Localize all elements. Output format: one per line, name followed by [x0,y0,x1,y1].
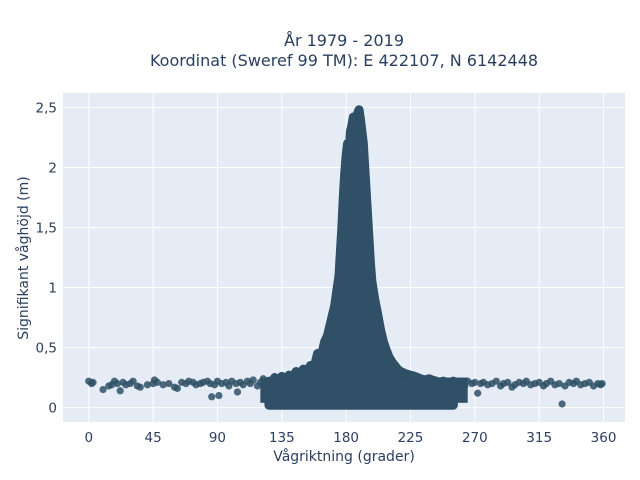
data-point [598,379,606,388]
data-point [309,367,317,376]
y-tick-label: 1,5 [36,220,57,236]
data-point [292,367,300,376]
data-point [129,377,137,385]
data-point [368,277,376,286]
data-point [233,388,242,396]
y-tick-label: 0,5 [36,341,57,357]
data-point [356,115,365,124]
x-tick-label: 225 [398,430,424,446]
data-point [345,151,353,160]
data-point [215,391,223,400]
data-point [471,378,479,386]
data-point [306,361,314,370]
data-point [321,337,329,346]
data-point [278,372,286,380]
data-point [276,397,284,406]
data-point [303,397,312,406]
y-tick-label: 2 [48,160,57,176]
data-point [371,295,379,304]
data-point [272,390,280,398]
data-point [328,313,336,322]
data-point [249,376,257,384]
data-point [558,400,566,408]
data-point [89,378,97,386]
data-point [343,139,352,148]
y-tick-label: 1 [48,281,57,297]
data-point [331,301,339,310]
data-point [555,379,563,388]
y-tick-label: 2,5 [36,100,57,116]
data-point [351,127,359,136]
x-axis-title: Vågriktning (grader) [273,448,415,465]
data-point [165,379,173,388]
data-point [358,127,366,136]
data-point [338,223,346,232]
data-point [288,376,296,384]
x-tick-label: 360 [591,430,617,446]
data-point [336,247,345,256]
data-point [302,370,310,378]
data-point [99,385,107,394]
data-point [268,381,276,389]
data-point [208,393,216,401]
data-point [281,379,289,388]
data-point [365,235,373,244]
data-point [325,395,333,403]
data-point [504,378,512,386]
y-axis-title: Signifikant våghöjd (m) [15,176,32,339]
y-tick-label: 0 [48,401,57,417]
data-point [363,211,372,220]
data-point [355,106,363,114]
data-point [492,377,500,385]
chart-title-line2: Koordinat (Sweref 99 TM): E 422107, N 61… [150,51,538,70]
data-point [316,355,325,364]
x-tick-label: 0 [84,430,93,446]
x-tick-label: 45 [144,430,161,446]
x-tick-label: 135 [269,430,295,446]
data-point [366,259,375,268]
data-point [318,397,326,406]
data-point [361,163,369,172]
data-point [295,373,303,382]
data-points [85,105,606,410]
chart-title-line1: År 1979 - 2019 [284,31,404,50]
x-tick-label: 270 [462,430,488,446]
data-point [374,310,382,318]
data-point [116,387,124,395]
x-tick-label: 180 [333,430,359,446]
data-point [382,346,390,354]
data-point [282,394,290,402]
data-point [311,396,319,404]
plot-area [63,93,625,422]
data-point [289,397,297,406]
data-point [379,337,387,346]
data-point [173,384,182,392]
x-tick-label: 90 [209,430,226,446]
data-point [341,169,349,178]
data-point [313,349,322,358]
data-point [362,187,370,196]
x-tick-label: 315 [526,430,552,446]
data-point [335,271,343,280]
data-point [113,379,121,388]
x-axis-ticks: 0 45 90 135 180 225 270 315 360 [84,430,616,446]
data-point [474,389,482,397]
data-point [332,397,340,406]
data-point [136,383,144,391]
data-point [159,381,167,389]
data-point [323,331,332,340]
data-point [339,193,347,202]
data-point [359,139,367,148]
data-point [296,396,304,404]
data-point [143,381,151,389]
data-point [153,378,161,386]
y-axis-ticks: 0 0,5 1 1,5 2 2,5 [36,100,57,416]
data-point [376,325,385,334]
